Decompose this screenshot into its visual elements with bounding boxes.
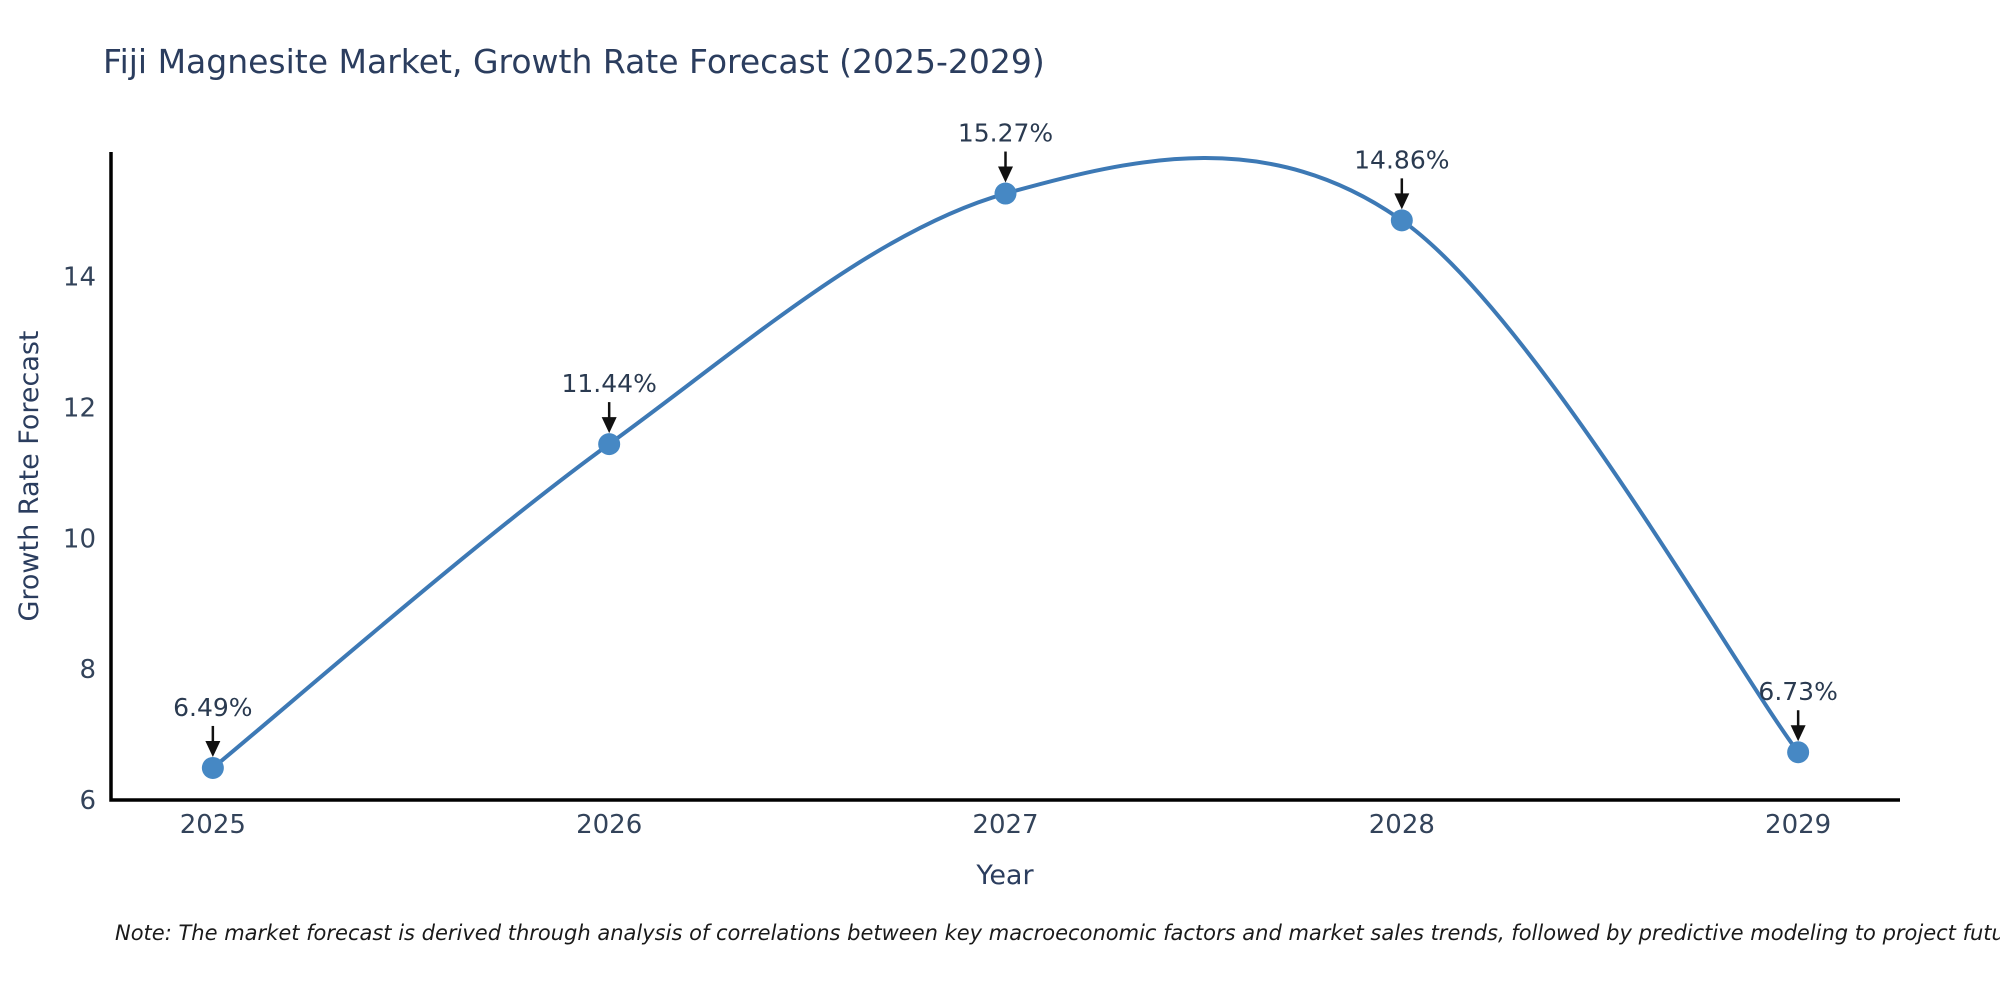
x-tick-label: 2029 — [1765, 810, 1831, 840]
data-point-2029 — [1787, 741, 1810, 764]
data-point-2025 — [201, 756, 224, 779]
y-axis-title: Growth Rate Forecast — [14, 330, 45, 621]
y-tick-label: 14 — [63, 263, 96, 293]
chart-title: Fiji Magnesite Market, Growth Rate Forec… — [103, 42, 1045, 81]
y-tick-label: 12 — [63, 393, 96, 423]
annotation-arrowhead — [1790, 725, 1806, 742]
annotation-label: 6.73% — [1758, 677, 1837, 706]
y-tick-label: 8 — [79, 655, 96, 685]
x-tick-label: 2025 — [180, 810, 246, 840]
x-tick-label: 2026 — [576, 810, 642, 840]
data-point-2027 — [994, 182, 1017, 205]
annotation-label: 14.86% — [1354, 145, 1449, 174]
annotation-label: 6.49% — [173, 693, 252, 722]
axis-lines — [109, 152, 1900, 802]
annotation-arrowhead — [998, 166, 1013, 183]
annotation-arrowhead — [1394, 193, 1410, 210]
annotation-arrowhead — [205, 740, 221, 757]
annotation-label: 11.44% — [562, 369, 657, 398]
x-tick-label: 2028 — [1369, 810, 1435, 840]
y-tick-label: 6 — [79, 786, 96, 816]
data-point-2026 — [598, 433, 621, 456]
annotation-arrowhead — [601, 417, 617, 434]
annotation-label: 15.27% — [958, 119, 1053, 148]
plot-area: 6 8 10 12 14 2025 2026 2027 2028 2029 6.49% 11.44% 1… — [63, 119, 1900, 840]
x-axis-title: Year — [975, 860, 1034, 891]
footnote: Note: The market forecast is derived thr… — [115, 921, 2000, 945]
x-tick-label: 2027 — [972, 810, 1038, 840]
y-tick-label: 10 — [63, 524, 96, 554]
data-point-2028 — [1390, 209, 1413, 232]
